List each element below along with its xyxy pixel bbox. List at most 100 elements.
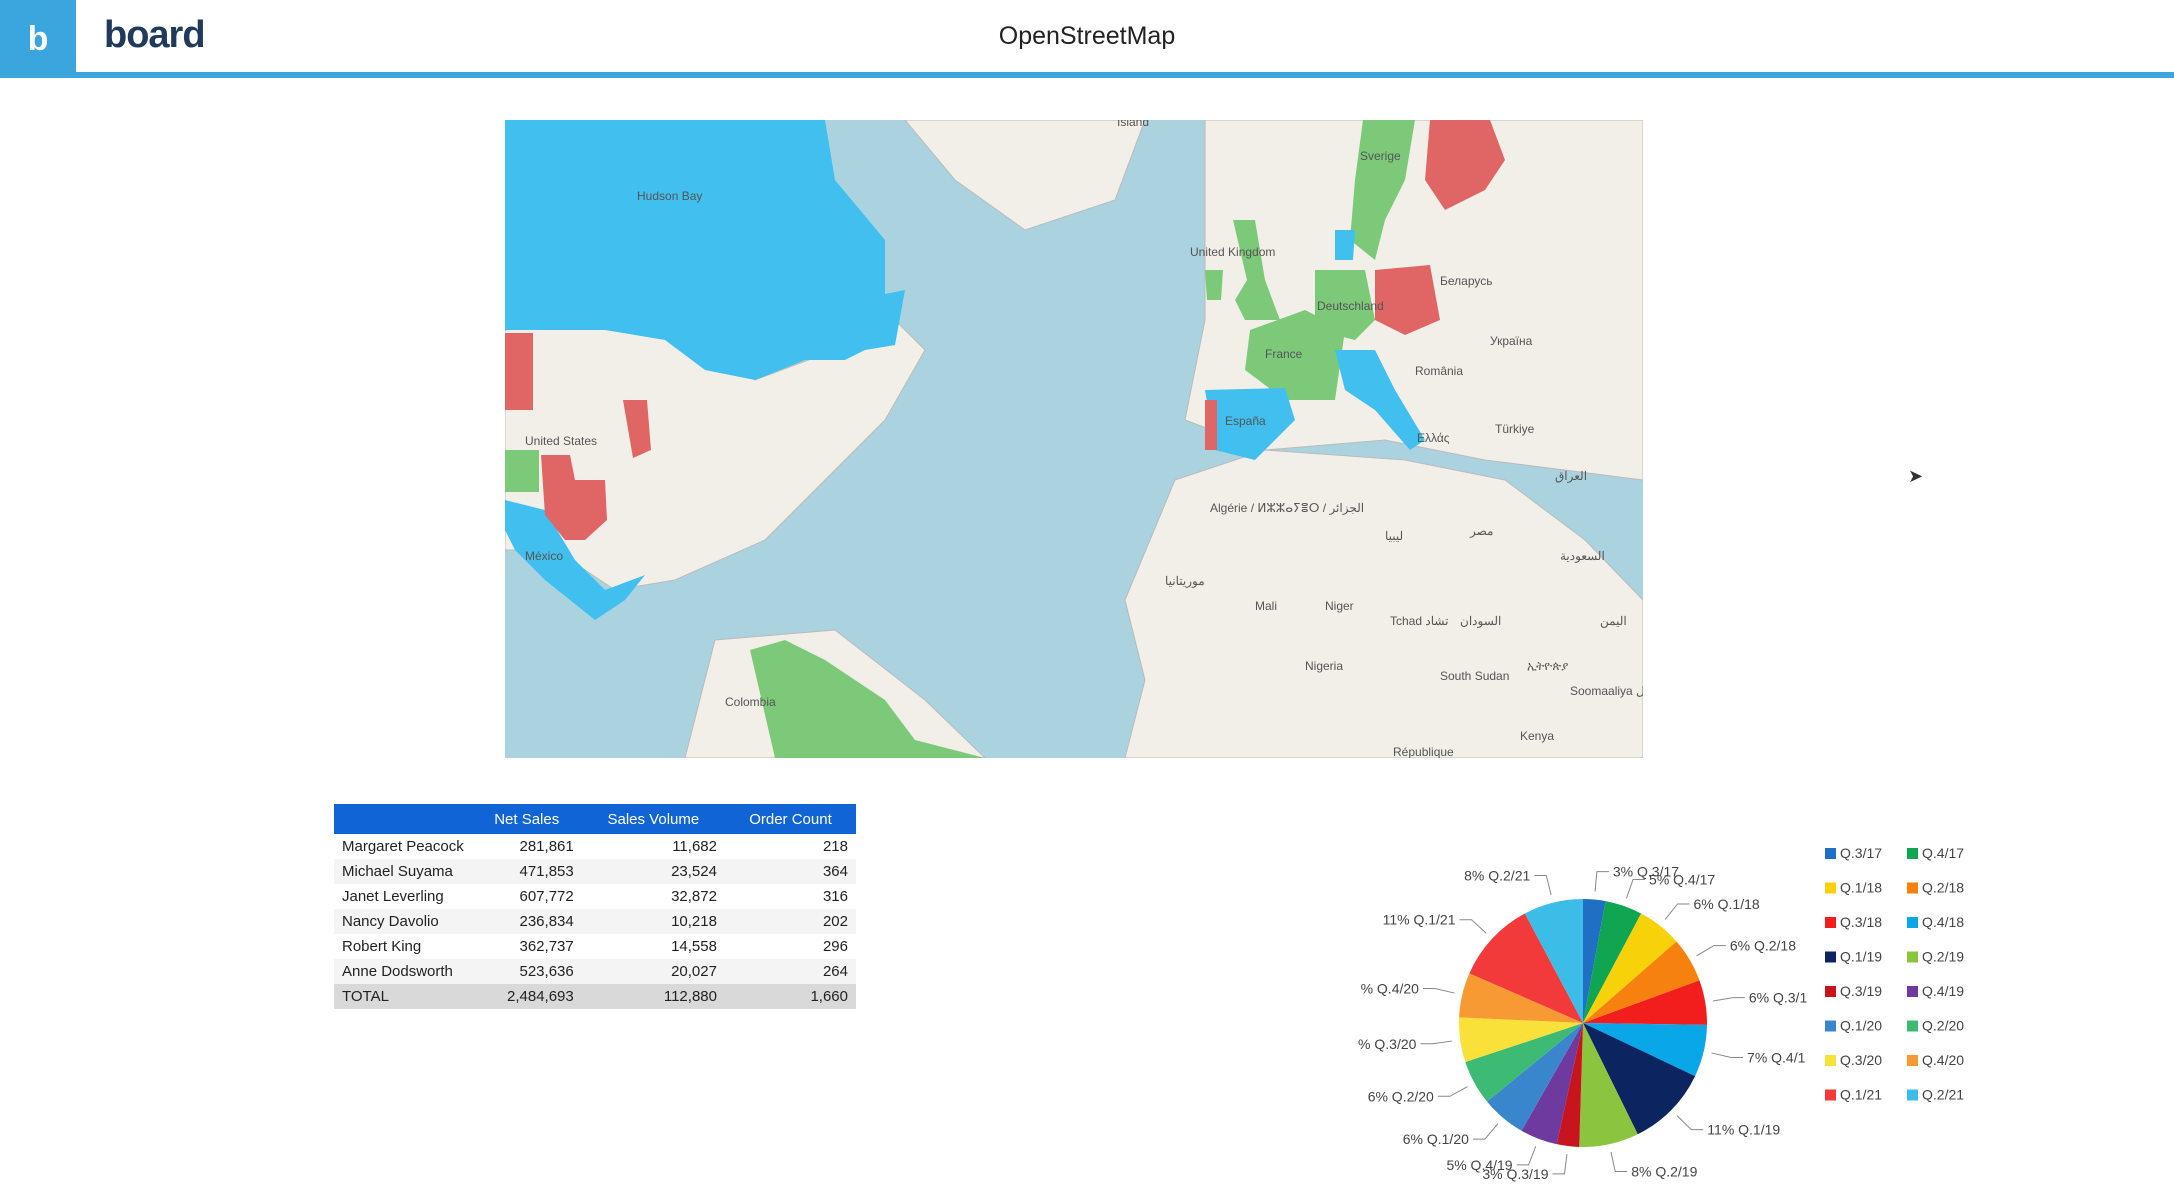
map-region-canada-east[interactable] <box>855 290 905 350</box>
pie-leader-line <box>1664 903 1690 920</box>
table-header-cell[interactable]: Order Count <box>724 804 856 834</box>
table-row[interactable]: Anne Dodsworth 523,636 20,027 264 <box>334 959 856 984</box>
map-region-portugal[interactable] <box>1205 400 1217 450</box>
legend-label[interactable]: Q.3/20 <box>1840 1052 1882 1068</box>
map-region-uk[interactable] <box>1233 220 1280 320</box>
legend-label[interactable]: Q.4/18 <box>1922 914 1964 930</box>
openstreetmap-map[interactable]: Island Hudson Bay United States México C… <box>505 120 1643 758</box>
table-cell: 362,737 <box>519 938 574 955</box>
map-label-tchad: Tchad تشاد <box>1390 614 1448 628</box>
legend-label[interactable]: Q.4/19 <box>1922 983 1964 999</box>
table-cell: 281,861 <box>519 838 574 855</box>
pie-slice-Q.1/18[interactable] <box>1583 913 1677 1023</box>
table-total-row: TOTAL 2,484,693 112,880 1,660 <box>334 984 856 1009</box>
legend-label[interactable]: Q.2/18 <box>1922 880 1964 896</box>
table-header-cell[interactable]: Net Sales <box>471 804 582 834</box>
pie-slice-Q.4/19[interactable] <box>1521 1023 1583 1145</box>
table-row[interactable]: Michael Suyama 471,853 23,524 364 <box>334 859 856 884</box>
map-region-texas[interactable] <box>541 455 607 540</box>
table-cell: Margaret Peacock <box>342 838 464 855</box>
table-row[interactable]: Nancy Davolio 236,834 10,218 202 <box>334 909 856 934</box>
table-row[interactable]: Robert King 362,737 14,558 296 <box>334 934 856 959</box>
pie-slice-Q.2/21[interactable] <box>1524 899 1583 1023</box>
map-region-illinois[interactable] <box>623 400 651 458</box>
map-label-espana: España <box>1225 414 1266 428</box>
pie-slice-Q.1/20[interactable] <box>1487 1023 1583 1131</box>
map-region-italy[interactable] <box>1335 350 1425 450</box>
legend-swatch <box>1907 986 1918 997</box>
map-region-poland[interactable] <box>1375 265 1440 335</box>
legend-label[interactable]: Q.1/19 <box>1840 949 1882 965</box>
pie-slice-Q.3/20[interactable] <box>1459 1017 1583 1063</box>
legend-label[interactable]: Q.2/20 <box>1922 1018 1964 1034</box>
pie-slice-Q.4/18[interactable] <box>1583 1023 1707 1077</box>
map-label-belarus: Беларусь <box>1440 274 1492 288</box>
map-region-california[interactable] <box>505 450 539 492</box>
board-logo-icon[interactable]: b <box>0 0 76 78</box>
pie-slice-Q.1/19[interactable] <box>1583 1023 1696 1135</box>
legend-label[interactable]: Q.3/19 <box>1840 983 1882 999</box>
pie-slice-Q.1/21[interactable] <box>1469 913 1583 1023</box>
map-region-sweden[interactable] <box>1350 120 1415 260</box>
table-cell: Anne Dodsworth <box>334 959 472 984</box>
legend-label[interactable]: Q.4/20 <box>1922 1052 1964 1068</box>
pie-slice-Q.2/19[interactable] <box>1579 1023 1638 1147</box>
legend-swatch <box>1825 951 1836 963</box>
legend-label[interactable]: Q.3/17 <box>1840 845 1882 861</box>
table-cell: 264 <box>724 959 856 984</box>
map-region-denmark[interactable] <box>1335 230 1355 260</box>
pie-slice-Q.3/17[interactable] <box>1583 899 1606 1023</box>
legend-swatch <box>1907 848 1918 859</box>
map-region-canada[interactable] <box>505 120 895 380</box>
pie-chart[interactable]: 3% Q.3/17 5% Q.4/17 6% Q.1/18 6% Q.2/18 6% Q… <box>1340 820 2000 1195</box>
legend-label[interactable]: Q.2/19 <box>1922 949 1964 965</box>
map-region-washington[interactable] <box>505 333 533 410</box>
table-row[interactable]: Janet Leverling 607,772 32,872 316 <box>334 884 856 909</box>
pie-slice-label: 8% Q.2/19 <box>1631 1164 1697 1180</box>
map-canvas[interactable]: Island Hudson Bay United States México C… <box>505 120 1643 758</box>
pie-slice-Q.2/18[interactable] <box>1583 941 1700 1023</box>
map-label-island: Island <box>1117 120 1149 129</box>
pie-slice-label: 3% Q.3/17 <box>1613 864 1679 880</box>
legend-label[interactable]: Q.3/18 <box>1840 914 1882 930</box>
pie-slice-Q.4/17[interactable] <box>1583 901 1642 1023</box>
legend-swatch <box>1907 1055 1918 1066</box>
pie-slice-Q.3/18[interactable] <box>1583 980 1707 1025</box>
legend-swatch <box>1825 848 1836 859</box>
legend-label[interactable]: Q.1/20 <box>1840 1018 1882 1034</box>
table-header-cell[interactable]: Sales Volume <box>581 804 725 834</box>
pie-slice-label: 7% Q.4/1 <box>1747 1049 1806 1065</box>
legend-swatch <box>1825 882 1836 894</box>
legend-label[interactable]: Q.4/17 <box>1922 845 1964 861</box>
pie-slice-Q.3/19[interactable] <box>1556 1023 1583 1147</box>
table-cell: 11,682 <box>672 838 717 855</box>
pie-leader-line <box>1696 945 1726 957</box>
map-region-south-america[interactable] <box>750 640 985 758</box>
map-region-france[interactable] <box>1245 310 1345 400</box>
table-row[interactable]: Margaret Peacock 281,861 11,682 218 <box>334 834 856 859</box>
legend-label[interactable]: Q.1/18 <box>1840 880 1882 896</box>
legend-label[interactable]: Q.1/21 <box>1840 1087 1882 1103</box>
header-divider <box>0 72 2174 78</box>
table-header-cell[interactable] <box>334 804 472 834</box>
map-region-finland[interactable] <box>1425 120 1505 210</box>
legend-label[interactable]: Q.2/21 <box>1922 1087 1964 1103</box>
pie-leader-line <box>1711 1052 1744 1058</box>
map-land-africa <box>1124 449 1643 758</box>
legend-swatch <box>1907 1089 1918 1101</box>
legend-swatch <box>1825 1055 1836 1066</box>
map-region-ireland[interactable] <box>1205 270 1223 300</box>
pie-slice-Q.4/20[interactable] <box>1459 973 1583 1023</box>
pie-chart-svg[interactable]: 3% Q.3/175% Q.4/17 6% Q.1/18 6% Q.2/18 6% Q… <box>1340 820 2000 1195</box>
pie-slice-label: % Q.3/20 <box>1358 1036 1417 1052</box>
map-label-kenya: Kenya <box>1520 729 1554 743</box>
map-label-yemen: اليمن <box>1600 614 1627 628</box>
pie-slice-Q.2/20[interactable] <box>1465 1023 1583 1102</box>
map-label-uk: United Kingdom <box>1190 245 1275 259</box>
map-region-germany[interactable] <box>1315 270 1375 340</box>
map-region-mexico[interactable] <box>505 500 645 620</box>
map-region-spain[interactable] <box>1205 388 1295 460</box>
pie-slice-label: 5% Q.4/17 <box>1649 871 1715 887</box>
map-label-nigeria: Nigeria <box>1305 659 1343 673</box>
table-cell: TOTAL <box>334 984 472 1009</box>
